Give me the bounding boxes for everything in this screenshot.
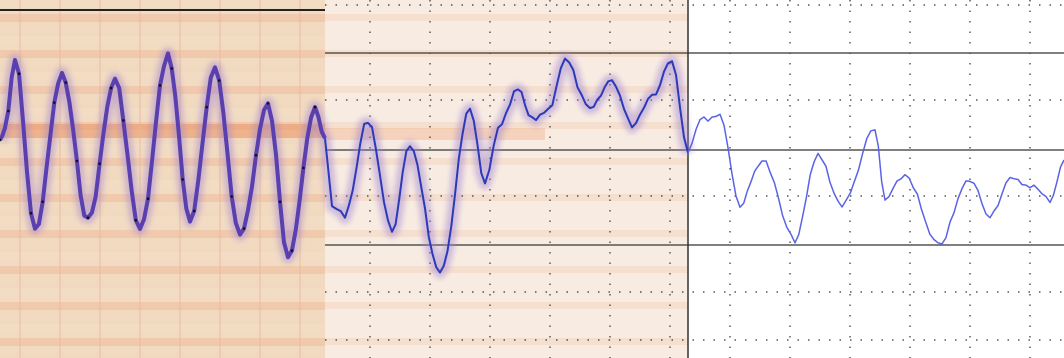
trace-dot	[98, 162, 101, 165]
trace-dot	[205, 106, 208, 109]
trace-dot	[302, 167, 305, 170]
trace-dot	[279, 201, 282, 204]
trace-dot	[181, 178, 184, 181]
page: Waveform {} html, body { margin: 0; padd…	[0, 0, 1064, 358]
trace-dot	[135, 219, 138, 222]
trace-dot	[230, 195, 233, 198]
trace-dot	[243, 227, 246, 230]
trace-dot	[87, 216, 90, 219]
trace-dot	[291, 249, 294, 252]
trace-dot	[255, 154, 258, 157]
body: (() => { const NS = 'http://www.w3.org/2…	[0, 0, 1064, 358]
waveform-scan	[0, 0, 1064, 358]
trace-dot	[170, 67, 173, 70]
trace-dot	[76, 160, 79, 163]
trace-dot	[314, 106, 317, 109]
trace-dot	[193, 210, 196, 213]
trace-dot	[53, 101, 56, 104]
trace-dot	[30, 212, 33, 215]
trace-dot	[147, 197, 150, 200]
trace-dot	[159, 84, 162, 87]
trace-dot	[218, 79, 221, 82]
trace-dot	[7, 110, 10, 113]
trace-dot	[122, 119, 125, 122]
trace-dot	[18, 72, 21, 75]
trace-dot	[267, 102, 270, 105]
trace-dot	[64, 81, 67, 84]
trace-dot	[110, 87, 113, 90]
trace-dot	[41, 201, 44, 204]
